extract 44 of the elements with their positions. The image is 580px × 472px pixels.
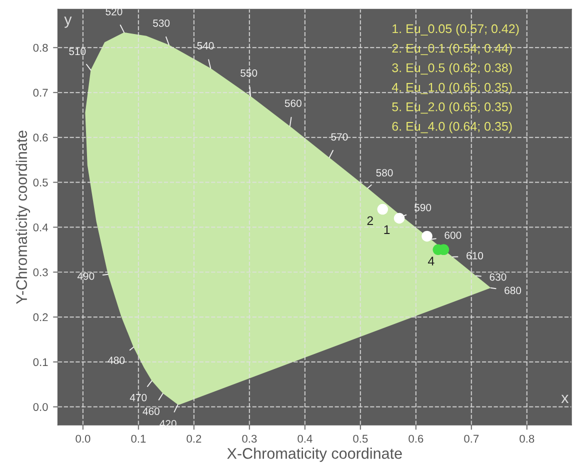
annotation: 630 bbox=[490, 273, 506, 281]
x-tick-label: 0.1 bbox=[131, 434, 146, 443]
x-tick-label: 0.0 bbox=[76, 434, 90, 443]
x-tick-label: 0.4 bbox=[298, 434, 312, 443]
annotation: y bbox=[64, 16, 72, 28]
annotation: 520 bbox=[106, 8, 122, 16]
annotation: 590 bbox=[414, 204, 432, 212]
annotation: x bbox=[561, 394, 569, 403]
y-tick-label: 0.1 bbox=[33, 358, 48, 366]
annotation: 510 bbox=[69, 48, 86, 56]
y-tick-label: 0.8 bbox=[33, 44, 48, 52]
annotation: 550 bbox=[240, 69, 258, 77]
x-tick-label: 0.2 bbox=[186, 434, 202, 443]
annotation: 4. Eu_1.0 (0.65; 0.35) bbox=[392, 82, 512, 94]
y-tick-label: 0.5 bbox=[33, 178, 48, 186]
annotation: 490 bbox=[77, 272, 94, 280]
y-tick-label: 0.2 bbox=[33, 313, 48, 322]
annotation: 680 bbox=[504, 286, 522, 294]
annotation: 6. Eu_4.0 (0.64; 0.35) bbox=[392, 122, 512, 134]
y-tick-label: 0.7 bbox=[33, 88, 48, 97]
annotation: 460 bbox=[142, 408, 160, 416]
annotation: 1. Eu_0.05 (0.57; 0.42) bbox=[392, 24, 519, 36]
annotation: 470 bbox=[130, 394, 147, 402]
annotation: 4 bbox=[428, 256, 434, 266]
annotation: 2 bbox=[367, 216, 373, 225]
y-tick-label: 0.0 bbox=[33, 403, 48, 411]
annotation: 610 bbox=[466, 252, 484, 260]
y-tick-label: 0.4 bbox=[33, 223, 48, 232]
x-tick-label: 0.5 bbox=[353, 434, 368, 443]
x-tick-label: 0.6 bbox=[408, 434, 424, 443]
annotation: 600 bbox=[444, 232, 462, 239]
annotation: 1 bbox=[384, 225, 390, 234]
annotation: 530 bbox=[153, 19, 170, 27]
annotation: 5. Eu_2.0 (0.65; 0.35) bbox=[392, 102, 512, 114]
annotation: 580 bbox=[376, 169, 393, 176]
y-axis-title: Y-Chromaticity coordinate bbox=[16, 130, 30, 304]
y-tick-label: 0.3 bbox=[33, 268, 48, 276]
x-tick-label: 0.3 bbox=[242, 434, 257, 443]
x-tick-label: 0.7 bbox=[464, 434, 479, 443]
y-tick-label: 0.6 bbox=[33, 134, 48, 142]
x-axis-title: X-Chromaticity coordinate bbox=[227, 448, 402, 462]
x-tick-label: 0.8 bbox=[520, 434, 534, 443]
annotation: 3. Eu_0.5 (0.62; 0.38) bbox=[392, 63, 512, 75]
annotation: 560 bbox=[284, 100, 302, 107]
